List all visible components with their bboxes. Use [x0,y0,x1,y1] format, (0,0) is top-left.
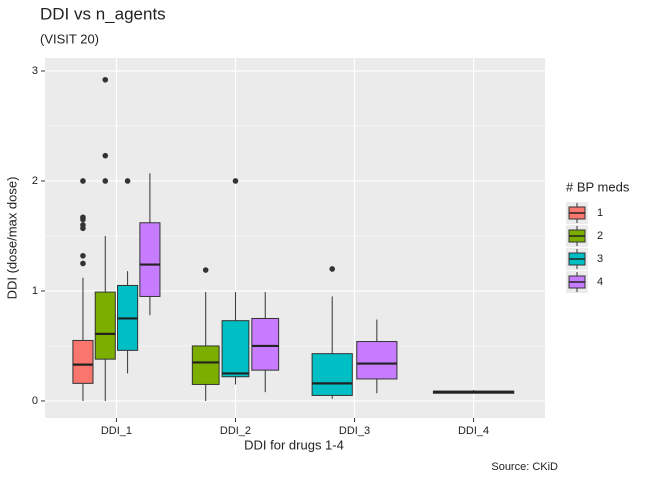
box-group [191,267,220,401]
outlier [102,178,109,184]
box [139,222,161,297]
legend-label: 1 [597,207,603,219]
caption: Source: CKiD [491,461,558,473]
outlier [80,178,86,184]
chart-title: DDI vs n_agents [40,4,166,23]
outlier [80,260,86,267]
x-tick-label: DDI_3 [339,425,370,437]
box-group [221,178,250,385]
outlier [102,76,109,83]
outlier [202,267,209,273]
box-group [251,292,280,393]
outlier [102,152,109,159]
box [94,291,116,360]
outlier [80,225,86,232]
box-group [139,173,161,316]
outlier [232,178,239,184]
box-group [72,178,94,401]
y-tick-label: 1 [32,285,38,297]
y-tick-label: 2 [32,175,38,187]
box-group [117,178,139,374]
x-tick-label: DDI_1 [101,425,132,437]
box-group [94,76,116,401]
outlier [124,178,131,184]
box [72,339,94,384]
box [311,353,353,396]
legend-title: # BP meds [566,179,630,194]
box [221,320,250,378]
x-axis-label: DDI for drugs 1-4 [244,437,344,452]
outlier [329,266,336,272]
panel [45,58,545,418]
legend-label: 3 [597,253,603,265]
box [251,317,280,371]
y-tick-label: 0 [32,395,38,407]
box-group [432,389,515,394]
x-tick-label: DDI_2 [220,425,251,437]
marks [72,76,515,401]
box [356,341,398,380]
outlier [80,216,86,223]
box-group [356,319,398,394]
chart-subtitle: (VISIT 20) [40,31,99,46]
box-group [311,266,353,399]
x-tick-label: DDI_4 [458,425,489,437]
y-tick-label: 3 [32,65,38,77]
legend-label: 2 [597,230,603,242]
legend-label: 4 [597,276,603,288]
box [191,345,220,385]
y-axis-label: DDI (dose/max dose) [4,177,19,300]
outlier [80,252,86,259]
